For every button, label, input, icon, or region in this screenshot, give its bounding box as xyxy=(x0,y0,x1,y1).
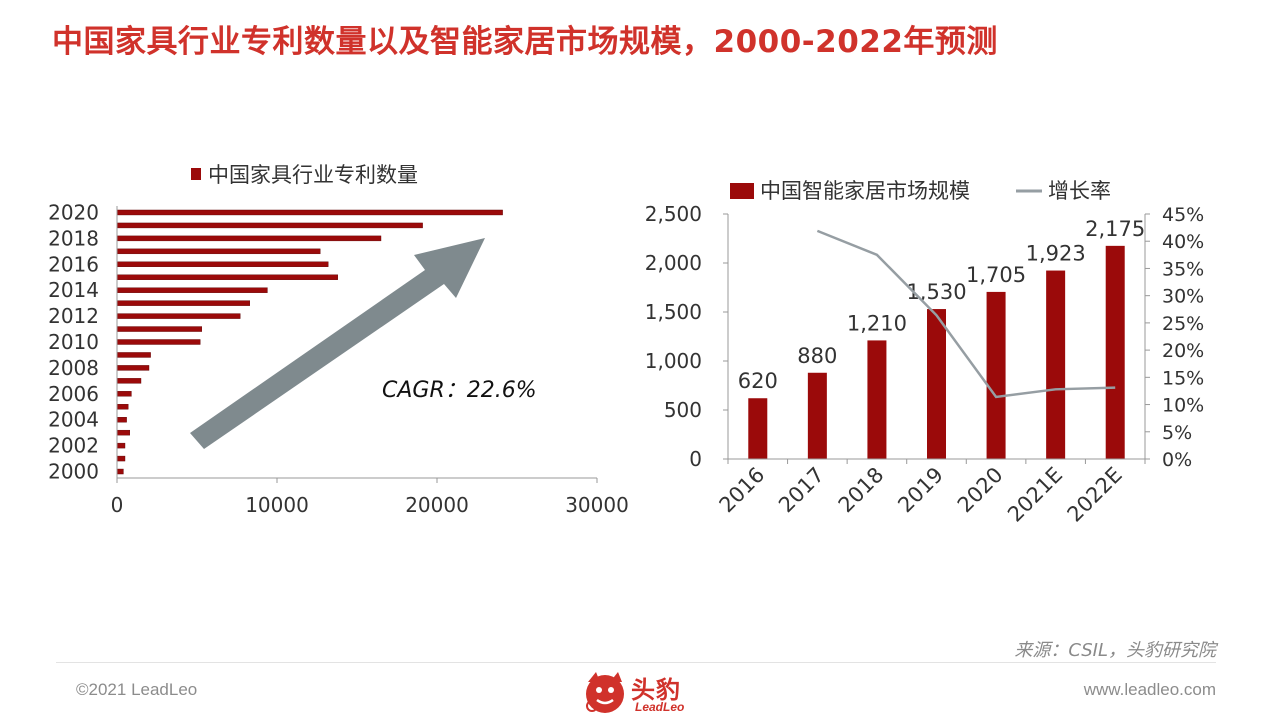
patent-bar xyxy=(116,468,124,475)
website-link[interactable]: www.leadleo.com xyxy=(1083,680,1216,699)
left-y-tick-label: 2014 xyxy=(48,278,99,302)
growth-rate-line xyxy=(816,229,1116,399)
left-y-tick-label: 2006 xyxy=(48,382,99,406)
right-chart-right-tick-label: 45% xyxy=(1162,204,1204,226)
patent-bar xyxy=(116,274,339,280)
right-chart-right-tick-label: 35% xyxy=(1162,258,1204,280)
cagr-annotation: CAGR：22.6% xyxy=(382,378,537,403)
market-size-bar xyxy=(748,398,768,459)
patent-bar xyxy=(116,248,321,255)
logo-english-text: LeadLeo xyxy=(635,700,685,714)
right-chart-right-tick-label: 20% xyxy=(1162,340,1204,362)
patent-bar xyxy=(116,313,241,319)
left-y-tick-label: 2004 xyxy=(48,408,99,432)
copyright-text: ©2021 LeadLeo xyxy=(76,680,198,699)
right-chart-x-tick-label: 2017 xyxy=(774,463,829,518)
left-y-tick-label: 2000 xyxy=(48,460,99,484)
left-x-tick-label: 10000 xyxy=(245,493,309,517)
right-chart-left-tick-label: 2,000 xyxy=(645,251,702,275)
right-chart-x-tick-label: 2019 xyxy=(893,463,948,518)
patent-bar xyxy=(116,404,129,410)
right-chart-x-tick-label: 2022E xyxy=(1063,463,1127,527)
right-chart-right-tick-label: 25% xyxy=(1162,313,1204,335)
patent-bar xyxy=(116,287,268,293)
legend-swatch-market-size xyxy=(730,183,754,199)
growth-arrow-shape xyxy=(190,238,485,449)
market-size-data-label: 1,530 xyxy=(906,280,966,304)
patent-bar xyxy=(116,378,142,384)
right-chart-left-tick-label: 1,500 xyxy=(645,300,702,324)
market-size-data-label: 1,210 xyxy=(847,311,907,335)
market-size-bar xyxy=(807,372,827,459)
right-chart-right-tick-label: 5% xyxy=(1162,422,1192,444)
right-chart-x-tick-label: 2018 xyxy=(834,463,889,518)
patent-bar xyxy=(116,352,151,358)
patent-bar xyxy=(116,455,126,462)
patent-bar xyxy=(116,365,150,371)
left-y-tick-label: 2010 xyxy=(48,330,99,354)
right-chart-right-tick-label: 10% xyxy=(1162,395,1204,417)
left-y-tick-label: 2016 xyxy=(48,252,99,276)
patent-bar xyxy=(116,209,503,216)
right-chart-x-tick-label: 2016 xyxy=(715,463,770,518)
market-size-bar xyxy=(927,309,946,459)
patent-bar xyxy=(116,391,132,397)
right-chart-left-tick-label: 1,000 xyxy=(645,349,702,373)
market-size-bar xyxy=(986,291,1006,459)
patent-bar xyxy=(116,222,423,229)
patent-bar xyxy=(116,429,131,436)
market-size-bar xyxy=(1046,270,1066,459)
market-size-bar xyxy=(867,340,887,459)
patent-bar xyxy=(116,261,329,267)
page-title: 中国家具行业专利数量以及智能家居市场规模，2000-2022年预测 xyxy=(52,24,998,60)
market-size-data-label: 620 xyxy=(738,369,778,393)
market-size-data-label: 2,175 xyxy=(1085,217,1145,241)
market-size-data-label: 1,923 xyxy=(1026,242,1086,266)
market-size-data-label: 1,705 xyxy=(966,263,1026,287)
right-chart-left-tick-label: 2,500 xyxy=(645,202,702,226)
right-chart-right-tick-label: 0% xyxy=(1162,449,1192,471)
patent-bar xyxy=(116,442,126,449)
right-chart-right-tick-label: 15% xyxy=(1162,367,1204,389)
source-note: 来源：CSIL，头豹研究院 xyxy=(1014,640,1216,661)
leadleo-logo: 头豹 LeadLeo xyxy=(580,666,710,720)
patent-bar xyxy=(116,235,382,242)
right-chart-right-tick-label: 40% xyxy=(1162,231,1204,253)
left-x-tick-label: 30000 xyxy=(565,493,629,517)
right-chart-x-tick-label: 2020 xyxy=(953,463,1008,518)
leopard-head-icon xyxy=(586,672,624,713)
patent-bar xyxy=(116,300,251,306)
patent-bar xyxy=(116,417,127,423)
market-size-data-label: 880 xyxy=(797,344,837,368)
right-chart-x-tick-label: 2021E xyxy=(1003,463,1067,527)
right-chart-left-tick-label: 500 xyxy=(664,398,702,422)
footer-divider xyxy=(56,662,1216,663)
left-x-tick-label: 20000 xyxy=(405,493,469,517)
left-y-tick-label: 2018 xyxy=(48,226,99,250)
right-chart-left-tick-label: 0 xyxy=(689,447,702,471)
left-y-tick-label: 2012 xyxy=(48,304,99,328)
right-chart-right-tick-label: 30% xyxy=(1162,286,1204,308)
legend-label-growth-rate: 增长率 xyxy=(1048,179,1111,203)
market-size-bar xyxy=(1105,245,1125,459)
patent-bar xyxy=(116,339,201,345)
left-x-tick-label: 0 xyxy=(111,493,124,517)
logo-chinese-text: 头豹 xyxy=(631,676,681,704)
patent-bar xyxy=(116,326,203,332)
legend-label-patents: 中国家具行业专利数量 xyxy=(208,163,418,187)
left-y-tick-label: 2020 xyxy=(48,200,99,224)
left-y-tick-label: 2002 xyxy=(48,434,99,458)
left-y-tick-label: 2008 xyxy=(48,356,99,380)
legend-label-market-size: 中国智能家居市场规模 xyxy=(760,179,970,203)
legend-swatch-patents xyxy=(191,168,201,180)
